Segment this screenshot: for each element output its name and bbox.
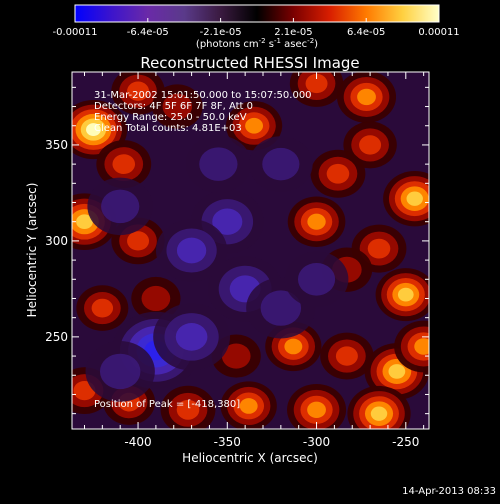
colorbar-ticks xyxy=(74,18,440,22)
colorbar: -0.00011 -6.4e-05 -2.1e-05 2.1e-05 6.4e-05 0.… xyxy=(53,4,460,50)
heatmap-blob xyxy=(287,196,346,247)
info-line-2: Detectors: 4F 5F 6F 7F 8F, Att 0 xyxy=(94,101,253,112)
footer-timestamp: 14-Apr-2013 08:33 xyxy=(402,486,496,497)
heatmap-contour xyxy=(76,214,93,230)
heatmap-blob xyxy=(220,381,277,429)
heatmap-blob xyxy=(76,285,129,331)
heatmap-contour xyxy=(239,398,258,414)
colorbar-tick-label: 2.1e-05 xyxy=(274,27,312,38)
heatmap-blob xyxy=(185,135,252,193)
heatmap-contour xyxy=(367,238,391,259)
heatmap-blob xyxy=(152,84,203,129)
heatmap-blob xyxy=(394,320,429,373)
colorbar-tick-label: 6.4e-05 xyxy=(347,27,385,38)
y-tick-label: 350 xyxy=(45,138,68,152)
heatmap-contour xyxy=(414,338,429,355)
heatmap-blob xyxy=(337,72,397,123)
heatmap-contour xyxy=(176,399,200,420)
heatmap-blob xyxy=(111,72,165,115)
heatmap-contour xyxy=(212,208,243,235)
heatmap-blob xyxy=(310,149,366,198)
heatmap-contour xyxy=(221,343,251,369)
colorbar-tick-label: -6.4e-05 xyxy=(127,27,169,38)
heatmap-blob xyxy=(375,268,429,322)
chart-title: Reconstructed RHESSI Image xyxy=(140,54,359,72)
colorbar-units-label: (photons cm-2 s-1 asec-2) xyxy=(196,37,318,50)
heatmap-contour xyxy=(127,81,150,101)
heatmap-contour xyxy=(162,93,193,120)
heatmap-blob xyxy=(289,72,344,107)
heatmap-contour xyxy=(297,263,336,296)
x-tick-label: -300 xyxy=(303,435,330,449)
heatmap-contour xyxy=(262,147,300,181)
heatmap-blob xyxy=(153,303,231,371)
heatmap-contour xyxy=(199,147,238,181)
x-axis-ticks xyxy=(83,72,425,429)
x-tick-label: -350 xyxy=(214,435,241,449)
heatmap-contour xyxy=(406,191,423,206)
plot-frame xyxy=(71,71,430,430)
heatmap-contour xyxy=(335,346,358,366)
heatmap-contour xyxy=(127,231,150,251)
heatmap-blob xyxy=(87,177,153,236)
y-tick-label: 250 xyxy=(45,330,68,344)
heatmap-blob xyxy=(96,140,152,189)
heatmap-contour xyxy=(357,88,376,106)
heatmap-contour xyxy=(260,290,302,326)
heatmap-contour xyxy=(370,406,388,421)
colorbar-tick-labels: -0.00011 -6.4e-05 -2.1e-05 2.1e-05 6.4e-05 0.… xyxy=(53,27,460,38)
colorbar-tick-label: -0.00011 xyxy=(53,27,98,38)
y-tick-label: 300 xyxy=(45,234,68,248)
x-tick-label: -250 xyxy=(392,435,419,449)
heatmap-blob xyxy=(155,219,228,282)
x-axis-label: Heliocentric X (arcsec) xyxy=(182,451,318,465)
heatmap-contour xyxy=(99,353,141,390)
info-line-1: 31-Mar-2002 15:01:50.000 to 15:07:50.000 xyxy=(94,90,312,101)
info-line-4: Clean Total counts: 4.81E+03 xyxy=(94,123,242,134)
heatmap-blob xyxy=(284,251,349,308)
y-axis-label: Heliocentric Y (arcsec) xyxy=(25,183,39,318)
heatmap-contour xyxy=(176,237,207,264)
heatmap-blob xyxy=(320,332,374,380)
heatmap-contour xyxy=(91,298,114,318)
heatmap-contour xyxy=(326,163,350,184)
heatmap-contour xyxy=(101,189,140,224)
heatmap-blob xyxy=(347,385,411,429)
heatmap-blob xyxy=(131,276,181,321)
x-tick-label: -400 xyxy=(124,435,151,449)
heatmap-contour xyxy=(245,117,264,134)
heatmap-contour xyxy=(307,213,326,230)
heatmap-contour xyxy=(284,338,303,355)
heatmap-contour xyxy=(397,287,414,302)
colorbar-gradient xyxy=(74,4,440,23)
x-tick-labels: -400 -350 -300 -250 xyxy=(124,435,419,449)
y-axis-ticks xyxy=(72,86,429,415)
heatmap-blob xyxy=(225,101,283,151)
heatmap-contour xyxy=(112,154,136,175)
colorbar-tick-label: -2.1e-05 xyxy=(200,27,242,38)
peak-position-label: Position of Peak = [-418,380] xyxy=(94,399,240,410)
heatmap-blob xyxy=(72,100,128,160)
heatmap-contour xyxy=(175,323,208,351)
info-line-3: Energy Range: 25.0 - 50.0 keV xyxy=(94,112,247,123)
y-tick-labels: 250 300 350 xyxy=(45,138,68,344)
heatmap-blob xyxy=(287,383,347,429)
heatmap-blob xyxy=(160,385,216,429)
heatmap-blob xyxy=(383,170,429,227)
heatmap-contour xyxy=(388,364,406,379)
heatmap-contour xyxy=(359,135,382,155)
plot-area: -400 -350 -300 -250 250 300 350 31-Mar-2002 1… xyxy=(45,71,430,449)
heatmap-blob xyxy=(85,341,155,402)
info-annotation: 31-Mar-2002 15:01:50.000 to 15:07:50.000… xyxy=(94,90,312,134)
heatmap-contour xyxy=(86,123,101,137)
colorbar-tick-label: 0.00011 xyxy=(418,27,459,38)
heatmap-image xyxy=(72,72,429,429)
heatmap-contour xyxy=(307,401,326,419)
heatmap-blob xyxy=(248,136,313,193)
heatmap-contour xyxy=(305,73,328,94)
heatmap-contour xyxy=(141,285,171,312)
